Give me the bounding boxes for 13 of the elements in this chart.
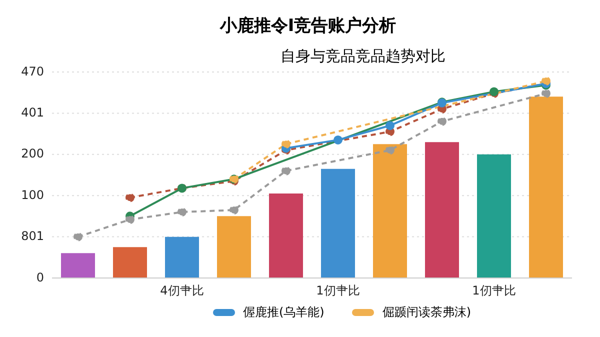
text: 801	[21, 229, 44, 244]
text: 0	[36, 270, 44, 284]
text: 200	[21, 146, 44, 161]
chart-title: 小鹿推令I竞告账户分析	[218, 15, 398, 37]
text: 401	[21, 105, 44, 120]
x-tick-label: 4仞肀比	[160, 284, 204, 298]
text: 100	[21, 188, 44, 202]
chart-subtitle: 自身与竞品竞品趋势对比	[280, 47, 446, 66]
text: 470	[21, 64, 44, 78]
x-tick-label: 1仞肀比	[316, 284, 360, 298]
x-tick-label: 1仞肀比	[472, 284, 516, 298]
legend-label: 倔踬闬读荼弗沫)	[382, 304, 472, 321]
legend-label: 偓鹿推(乌羊能)	[242, 304, 324, 321]
